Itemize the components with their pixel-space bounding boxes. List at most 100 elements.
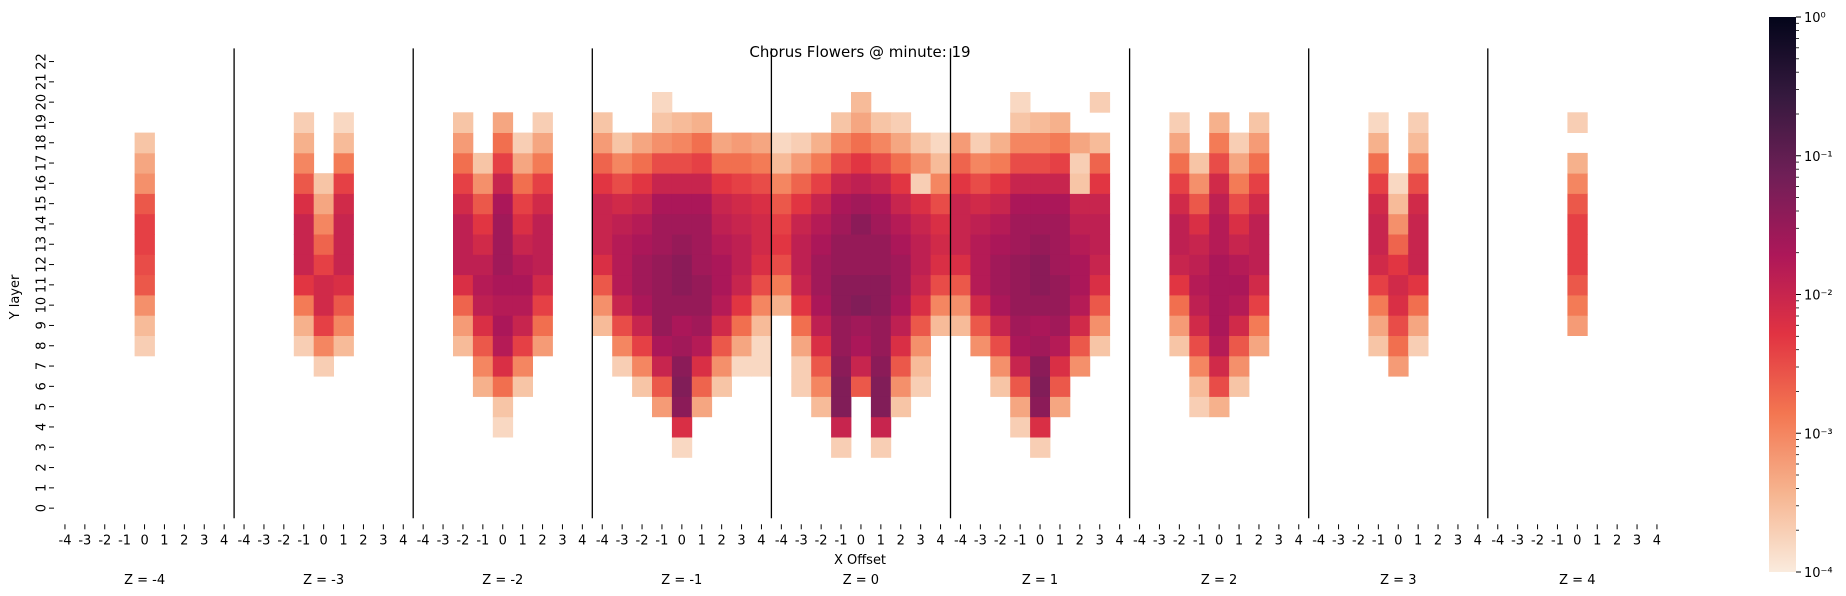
heatmap-cell	[1010, 274, 1031, 296]
heatmap-cell	[950, 295, 971, 316]
heatmap-cell	[870, 274, 892, 296]
heatmap-cell	[751, 152, 772, 174]
heatmap-cell	[1388, 234, 1409, 255]
heatmap-cell	[134, 132, 155, 154]
heatmap-cell	[731, 315, 752, 336]
heatmap-cell	[512, 355, 533, 377]
heatmap-cell	[1249, 193, 1270, 215]
heatmap-cell	[870, 193, 892, 215]
heatmap-cell	[313, 335, 334, 357]
heatmap-cell	[1209, 112, 1230, 133]
heatmap-cell	[751, 355, 772, 377]
heatmap-cell	[851, 355, 872, 377]
heatmap-cell	[771, 173, 792, 194]
heatmap-cell	[711, 193, 732, 215]
heatmap-cell	[990, 335, 1011, 357]
heatmap-cell	[1408, 234, 1429, 255]
x-tick-label: 0	[1573, 533, 1581, 548]
x-tick-label: -4	[1312, 533, 1325, 548]
heatmap-cell	[1010, 254, 1031, 276]
x-tick-label: 4	[1116, 533, 1124, 548]
heatmap-cell	[930, 213, 951, 235]
heatmap-cell	[1089, 152, 1111, 174]
heatmap-cell	[1209, 193, 1230, 215]
heatmap-cell	[453, 315, 474, 336]
heatmap-cell	[293, 112, 315, 133]
heatmap-cell	[870, 173, 892, 194]
heatmap-cell	[1368, 315, 1389, 336]
heatmap-cell	[1368, 274, 1389, 296]
heatmap-cell	[1089, 173, 1111, 194]
heatmap-cell	[1249, 274, 1270, 296]
heatmap-cell	[333, 335, 354, 357]
heatmap-cell	[671, 416, 693, 438]
heatmap-cell	[711, 315, 732, 336]
x-tick-label: 0	[140, 533, 148, 548]
heatmap-cell	[532, 173, 553, 194]
x-tick-label: -1	[118, 533, 131, 548]
x-tick-label: -2	[636, 533, 649, 548]
heatmap-cell	[910, 335, 931, 357]
x-tick-label: 3	[737, 533, 745, 548]
heatmap-cell	[970, 335, 991, 357]
heatmap-cell	[333, 274, 354, 296]
heatmap-cell	[1189, 173, 1210, 194]
heatmap-cell	[791, 213, 812, 235]
x-tick-label: -3	[616, 533, 629, 548]
colorbar-tick-label: 10⁻⁴	[1804, 566, 1833, 581]
x-tick-label: -4	[1491, 533, 1504, 548]
heatmap-cell	[333, 193, 354, 215]
heatmap-cell	[890, 376, 912, 397]
heatmap-cell	[930, 173, 951, 194]
heatmap-cell	[970, 132, 991, 154]
heatmap-cell	[811, 396, 832, 418]
colorbar-gradient	[1769, 17, 1796, 572]
heatmap-cell	[453, 335, 474, 357]
heatmap-cell	[1050, 152, 1071, 174]
heatmap-cell	[632, 295, 653, 316]
heatmap-cell	[910, 213, 931, 235]
heatmap-cell	[691, 132, 713, 154]
x-tick-label: -3	[1153, 533, 1166, 548]
heatmap-cell	[1209, 396, 1230, 418]
heatmap-cell	[612, 295, 633, 316]
heatmap-cell	[791, 234, 812, 255]
heatmap-cell	[950, 234, 971, 255]
heatmap-cell	[1030, 173, 1051, 194]
heatmap-cell	[333, 173, 354, 194]
heatmap-cell	[1030, 315, 1051, 336]
heatmap-cell	[970, 193, 991, 215]
heatmap-cell	[1189, 254, 1210, 276]
heatmap-cell	[592, 173, 613, 194]
heatmap-cell	[851, 112, 872, 133]
heatmap-cell	[652, 295, 673, 316]
heatmap-cell	[1010, 295, 1031, 316]
heatmap-cell	[950, 173, 971, 194]
heatmap-cell	[890, 152, 912, 174]
x-tick-label: 4	[399, 533, 407, 548]
heatmap-cell	[492, 173, 514, 194]
y-tick-label: 14	[35, 216, 50, 233]
x-tick-label: 1	[1235, 533, 1243, 548]
heatmap-cell	[831, 376, 852, 397]
heatmap-cell	[1189, 193, 1210, 215]
heatmap-cell	[1030, 274, 1051, 296]
heatmap-cell	[990, 315, 1011, 336]
heatmap-cell	[313, 234, 334, 255]
heatmap-cell	[592, 112, 613, 133]
heatmap-cell	[293, 234, 315, 255]
heatmap-cell	[870, 112, 892, 133]
heatmap-cell	[1408, 112, 1429, 133]
x-tick-label: 2	[1255, 533, 1263, 548]
heatmap-cell	[512, 274, 533, 296]
heatmap-cell	[691, 213, 713, 235]
heatmap-cell	[831, 416, 852, 438]
heatmap-cell	[910, 315, 931, 336]
heatmap-cell	[1368, 335, 1389, 357]
heatmap-cell	[1229, 335, 1250, 357]
heatmap-cell	[711, 132, 732, 154]
heatmap-cell	[811, 193, 832, 215]
heatmap-cell	[791, 173, 812, 194]
heatmap-cell	[791, 254, 812, 276]
x-tick-label: -2	[456, 533, 469, 548]
